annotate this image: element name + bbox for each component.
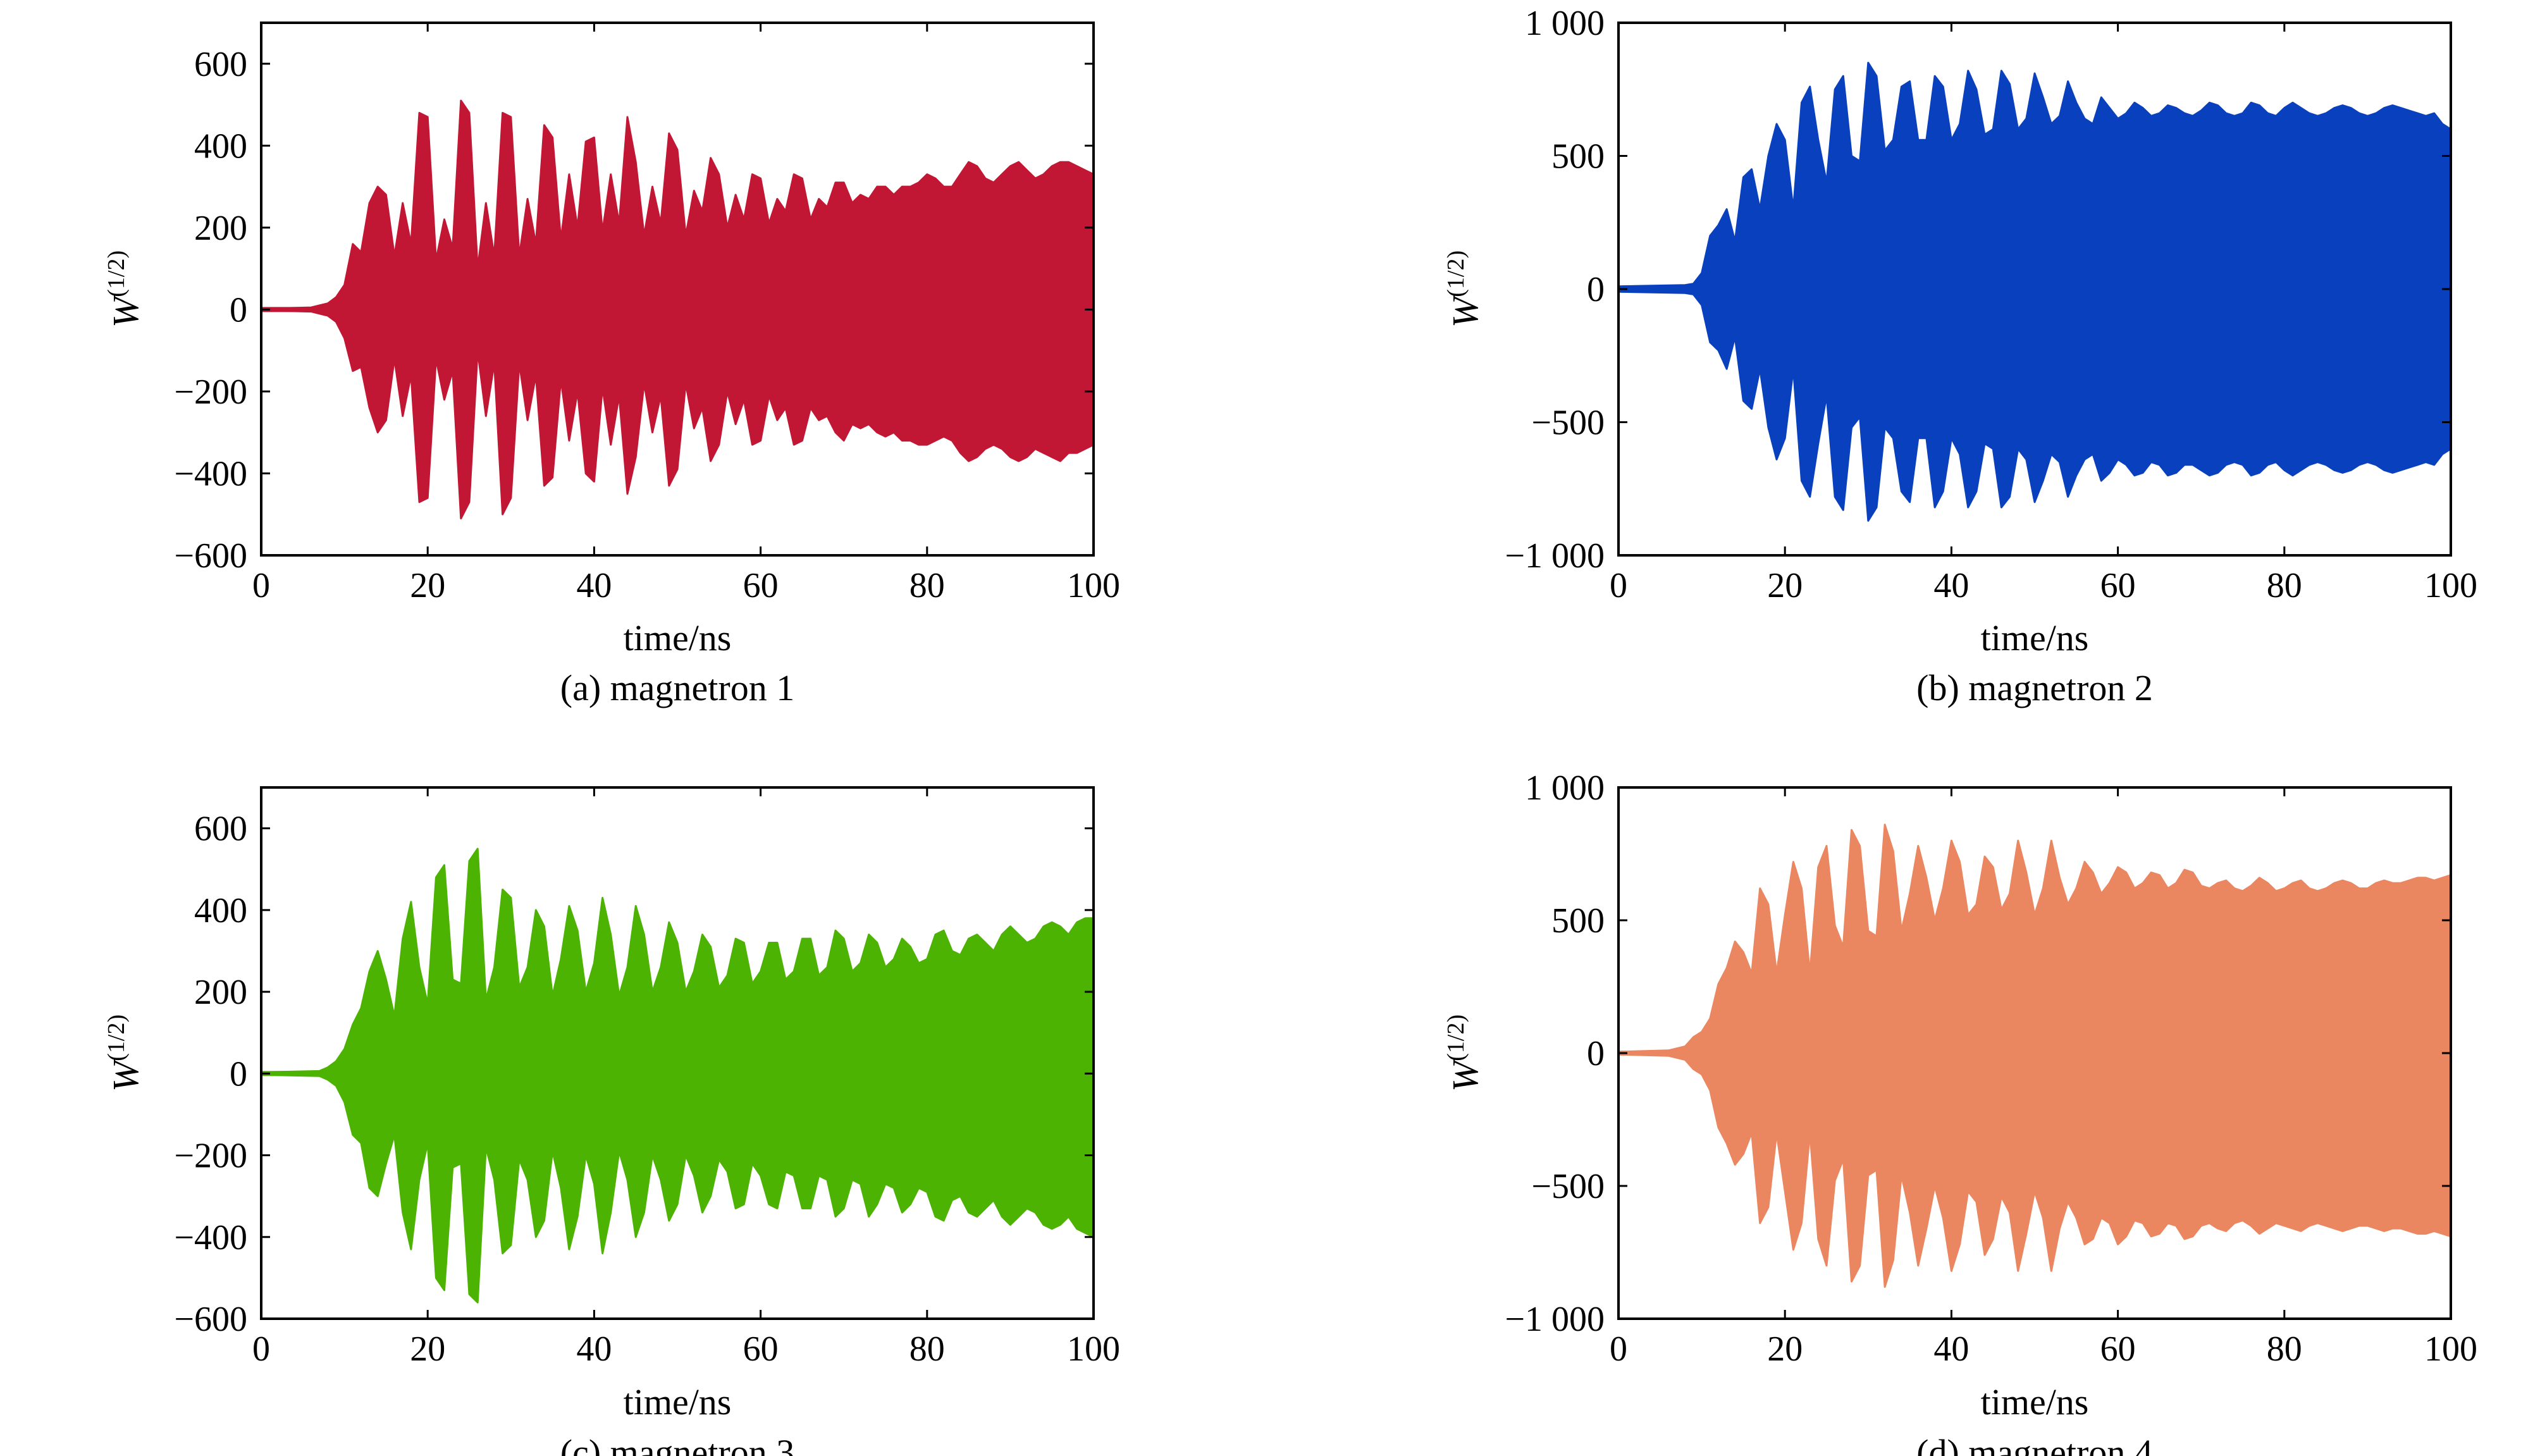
panel-c-ytick-label: 600 <box>194 810 247 849</box>
panel-c-ylabel-main: W <box>105 1058 146 1092</box>
panel-d-xtick-label: 100 <box>2424 1330 2477 1369</box>
panel-a-xtick-label: 80 <box>909 566 945 605</box>
panel-c-xtick-label: 100 <box>1067 1330 1120 1369</box>
panel-a-ytick-label: 0 <box>230 290 247 330</box>
panel-d-xtick-label: 80 <box>2267 1330 2302 1369</box>
panel-d-ylabel-sup: (1/2) <box>1443 1015 1469 1061</box>
panel-b-ylabel-sup: (1/2) <box>1443 250 1469 297</box>
panel-c-xtick-label: 0 <box>252 1330 270 1369</box>
panel-b-caption: (b) magnetron 2 <box>1916 667 2153 708</box>
panel-a: (a) magnetron 1 time/ns W(1/2) 0 20 40 60 80… <box>103 22 1120 708</box>
panel-a-axes-frame <box>260 22 1095 557</box>
panel-c-signal-envelope <box>260 848 1095 1304</box>
panel-c-xtick-label: 20 <box>410 1330 445 1369</box>
panel-c-ytick-label: 400 <box>194 891 247 930</box>
panel-a-ytick-label: 400 <box>194 126 247 166</box>
panel-a-ytick-label: 600 <box>194 45 247 84</box>
panel-b: (b) magnetron 2 time/ns W(1/2) 0 20 40 60 80… <box>1443 4 2477 708</box>
panel-c-ylabel-sup: (1/2) <box>103 1015 130 1061</box>
panel-b-xtick-label: 80 <box>2267 566 2302 605</box>
panel-d-signal-envelope <box>1617 824 2452 1288</box>
panel-d-caption: (d) magnetron 4 <box>1916 1432 2153 1456</box>
panel-d: (d) magnetron 4 time/ns W(1/2) 0 20 40 60 80… <box>1443 768 2477 1456</box>
panel-a-xtick-label: 100 <box>1067 566 1120 605</box>
panel-c-ylabel: W(1/2) <box>103 1015 146 1092</box>
panel-a-ylabel: W(1/2) <box>103 250 146 328</box>
panel-a-ytick-label: −200 <box>174 373 247 412</box>
panel-b-ylabel: W(1/2) <box>1443 250 1486 328</box>
panel-d-ytick-label: −1 000 <box>1505 1300 1605 1339</box>
panel-a-xlabel: time/ns <box>624 617 732 658</box>
panel-a-ylabel-main: W <box>105 294 146 328</box>
panel-c-xtick-label: 40 <box>576 1330 612 1369</box>
panel-b-xtick-label: 0 <box>1610 566 1627 605</box>
panel-d-xtick-label: 0 <box>1610 1330 1627 1369</box>
panel-c-ytick-label: −400 <box>174 1218 247 1257</box>
panel-b-ytick-label: 0 <box>1587 270 1605 309</box>
panel-c-xtick-label: 60 <box>743 1330 779 1369</box>
panel-d-ytick-label: 0 <box>1587 1034 1605 1073</box>
panel-d-ylabel: W(1/2) <box>1443 1015 1486 1092</box>
panel-a-ytick-label: −400 <box>174 454 247 493</box>
panel-c-ytick-label: 200 <box>194 973 247 1012</box>
panel-a-xtick-label: 0 <box>252 566 270 605</box>
panel-a-caption: (a) magnetron 1 <box>560 667 794 708</box>
panel-a-ytick-label: 200 <box>194 209 247 248</box>
panel-b-ytick-label: −1 000 <box>1505 536 1605 576</box>
panel-a-signal-envelope <box>260 99 1095 520</box>
panel-d-ytick-label: −500 <box>1531 1167 1605 1206</box>
panel-d-ylabel-main: W <box>1445 1058 1486 1092</box>
panel-b-xtick-label: 60 <box>2100 566 2136 605</box>
panel-c-axes-frame <box>260 786 1095 1320</box>
panel-b-xtick-label: 40 <box>1933 566 1969 605</box>
panel-c-xlabel: time/ns <box>624 1381 732 1422</box>
panel-a-ytick-label: −600 <box>174 536 247 576</box>
panel-b-ytick-label: 500 <box>1551 137 1605 176</box>
panel-c-xtick-label: 80 <box>909 1330 945 1369</box>
panel-a-xtick-label: 40 <box>576 566 612 605</box>
panel-b-signal-envelope <box>1617 61 2452 522</box>
panel-b-xtick-label: 20 <box>1767 566 1803 605</box>
panel-b-ylabel-main: W <box>1445 294 1486 328</box>
panel-c-ytick-label: −200 <box>174 1137 247 1176</box>
panel-d-ytick-label: 1 000 <box>1525 768 1605 808</box>
panel-b-xtick-label: 100 <box>2424 566 2477 605</box>
panel-c-caption: (c) magnetron 3 <box>560 1432 794 1456</box>
panel-a-ylabel-sup: (1/2) <box>103 250 130 297</box>
panel-d-xtick-label: 60 <box>2100 1330 2136 1369</box>
panel-d-xtick-label: 20 <box>1767 1330 1803 1369</box>
panel-b-xlabel: time/ns <box>1981 617 2089 658</box>
panel-b-ytick-label: −500 <box>1531 404 1605 443</box>
panel-d-ytick-label: 500 <box>1551 901 1605 941</box>
panel-d-xlabel: time/ns <box>1981 1381 2089 1422</box>
panel-c-ytick-label: 0 <box>230 1054 247 1094</box>
panel-c: (c) magnetron 3 time/ns W(1/2) 0 20 40 60 80… <box>103 786 1120 1456</box>
panel-c-ytick-label: −600 <box>174 1300 247 1339</box>
panel-a-xtick-label: 60 <box>743 566 779 605</box>
panel-b-ytick-label: 1 000 <box>1525 4 1605 43</box>
panel-d-xtick-label: 40 <box>1933 1330 1969 1369</box>
panel-a-xtick-label: 20 <box>410 566 445 605</box>
